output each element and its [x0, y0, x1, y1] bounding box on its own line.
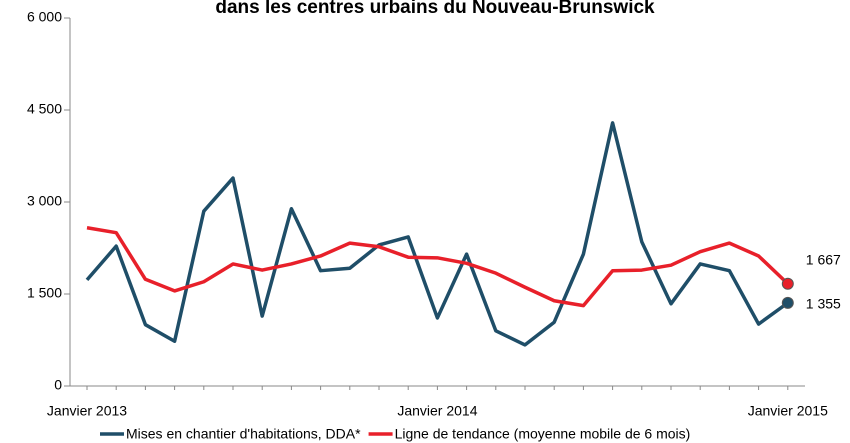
y-tick-label: 6 000 [27, 9, 62, 25]
series-line [86, 226, 790, 308]
series-line [85, 121, 789, 347]
legend-label: Mises en chantier d'habitations, DDA* [126, 426, 361, 442]
x-tick-label: Janvier 2015 [748, 403, 828, 419]
legend-label: Ligne de tendance (moyenne mobile de 6 m… [395, 426, 691, 442]
y-tick-label: 0 [54, 377, 62, 393]
x-tick-label: Janvier 2013 [47, 403, 127, 419]
y-tick-label: 4 500 [27, 101, 62, 117]
chart-title: dans les centres urbains du Nouveau-Brun… [215, 0, 655, 18]
end-point [781, 277, 794, 290]
end-point [781, 296, 794, 309]
y-tick-label: 1 500 [27, 285, 62, 301]
data-label: 1 355 [806, 296, 841, 312]
x-tick-label: Janvier 2014 [397, 403, 477, 419]
data-label: 1 667 [806, 251, 841, 267]
y-tick-label: 3 000 [27, 193, 62, 209]
